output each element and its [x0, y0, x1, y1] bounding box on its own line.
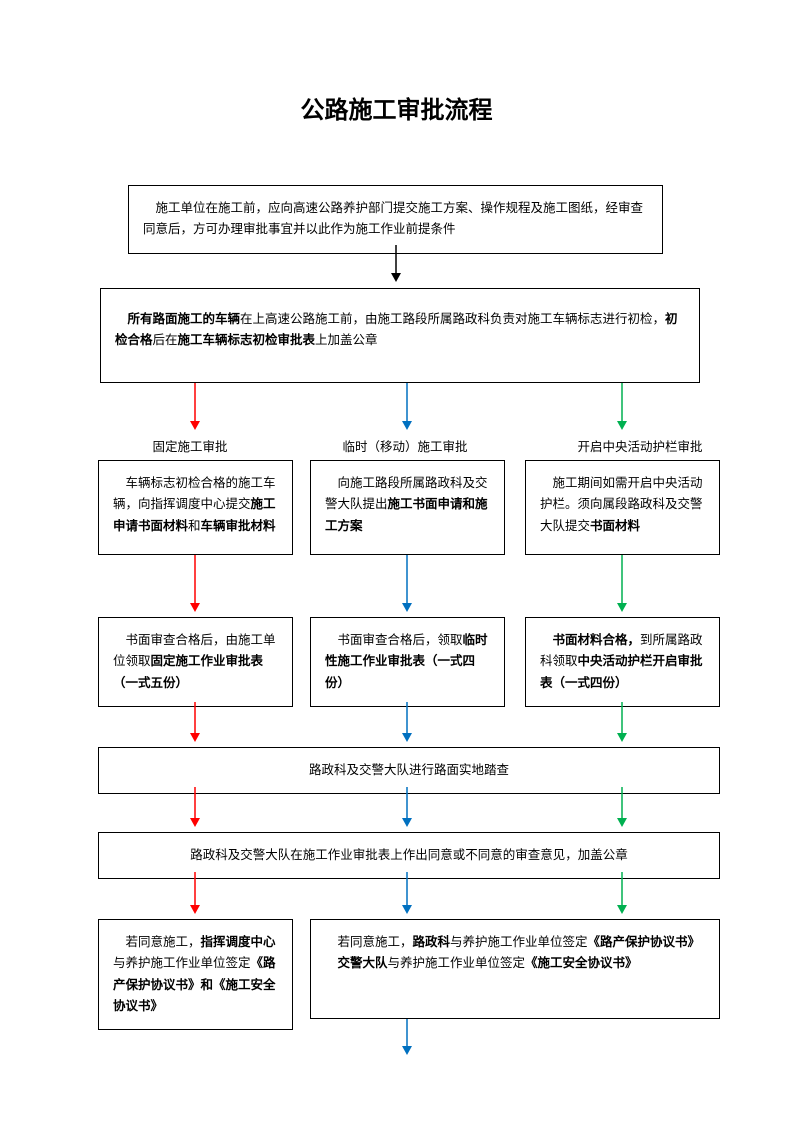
flow-box-fixed-apply: 车辆标志初检合格的施工车辆，向指挥调度中心提交施工申请书面材料和车辆审批材料: [98, 460, 293, 555]
flow-box-agree-fixed: 若同意施工，指挥调度中心与养护施工作业单位签定《路产保护协议书》和《施工安全协议…: [98, 919, 293, 1030]
page-title: 公路施工审批流程: [0, 90, 793, 125]
flow-box-fixed-form: 书面审查合格后，由施工单位领取固定施工作业审批表（一式五份）: [98, 617, 293, 707]
flow-box-temp-form: 书面审查合格后，领取临时性施工作业审批表（一式四份）: [310, 617, 505, 707]
branch-label-temp: 临时（移动）施工审批: [330, 436, 480, 455]
branch-label-fixed: 固定施工审批: [130, 436, 250, 455]
flow-box-site-survey: 路政科及交警大队进行路面实地踏查: [98, 747, 720, 794]
flow-box-barrier-form: 书面材料合格，到所属路政科领取中央活动护栏开启审批表（一式四份）: [525, 617, 720, 707]
flow-box-temp-apply: 向施工路段所属路政科及交警大队提出施工书面申请和施工方案: [310, 460, 505, 555]
flow-box-agree-temp: 若同意施工，路政科与养护施工作业单位签定《路产保护协议书》 交警大队与养护施工作…: [310, 919, 720, 1019]
flow-box-initial-check: 所有路面施工的车辆在上高速公路施工前，由施工路段所属路政科负责对施工车辆标志进行…: [100, 288, 700, 383]
branch-label-barrier: 开启中央活动护栏审批: [560, 436, 720, 455]
flow-box-barrier-apply: 施工期间如需开启中央活动护栏。须向属段路政科及交警大队提交书面材料: [525, 460, 720, 555]
flow-box-opinion: 路政科及交警大队在施工作业审批表上作出同意或不同意的审查意见，加盖公章: [98, 832, 720, 879]
flow-box-intro: 施工单位在施工前，应向高速公路养护部门提交施工方案、操作规程及施工图纸，经审查同…: [128, 185, 663, 254]
